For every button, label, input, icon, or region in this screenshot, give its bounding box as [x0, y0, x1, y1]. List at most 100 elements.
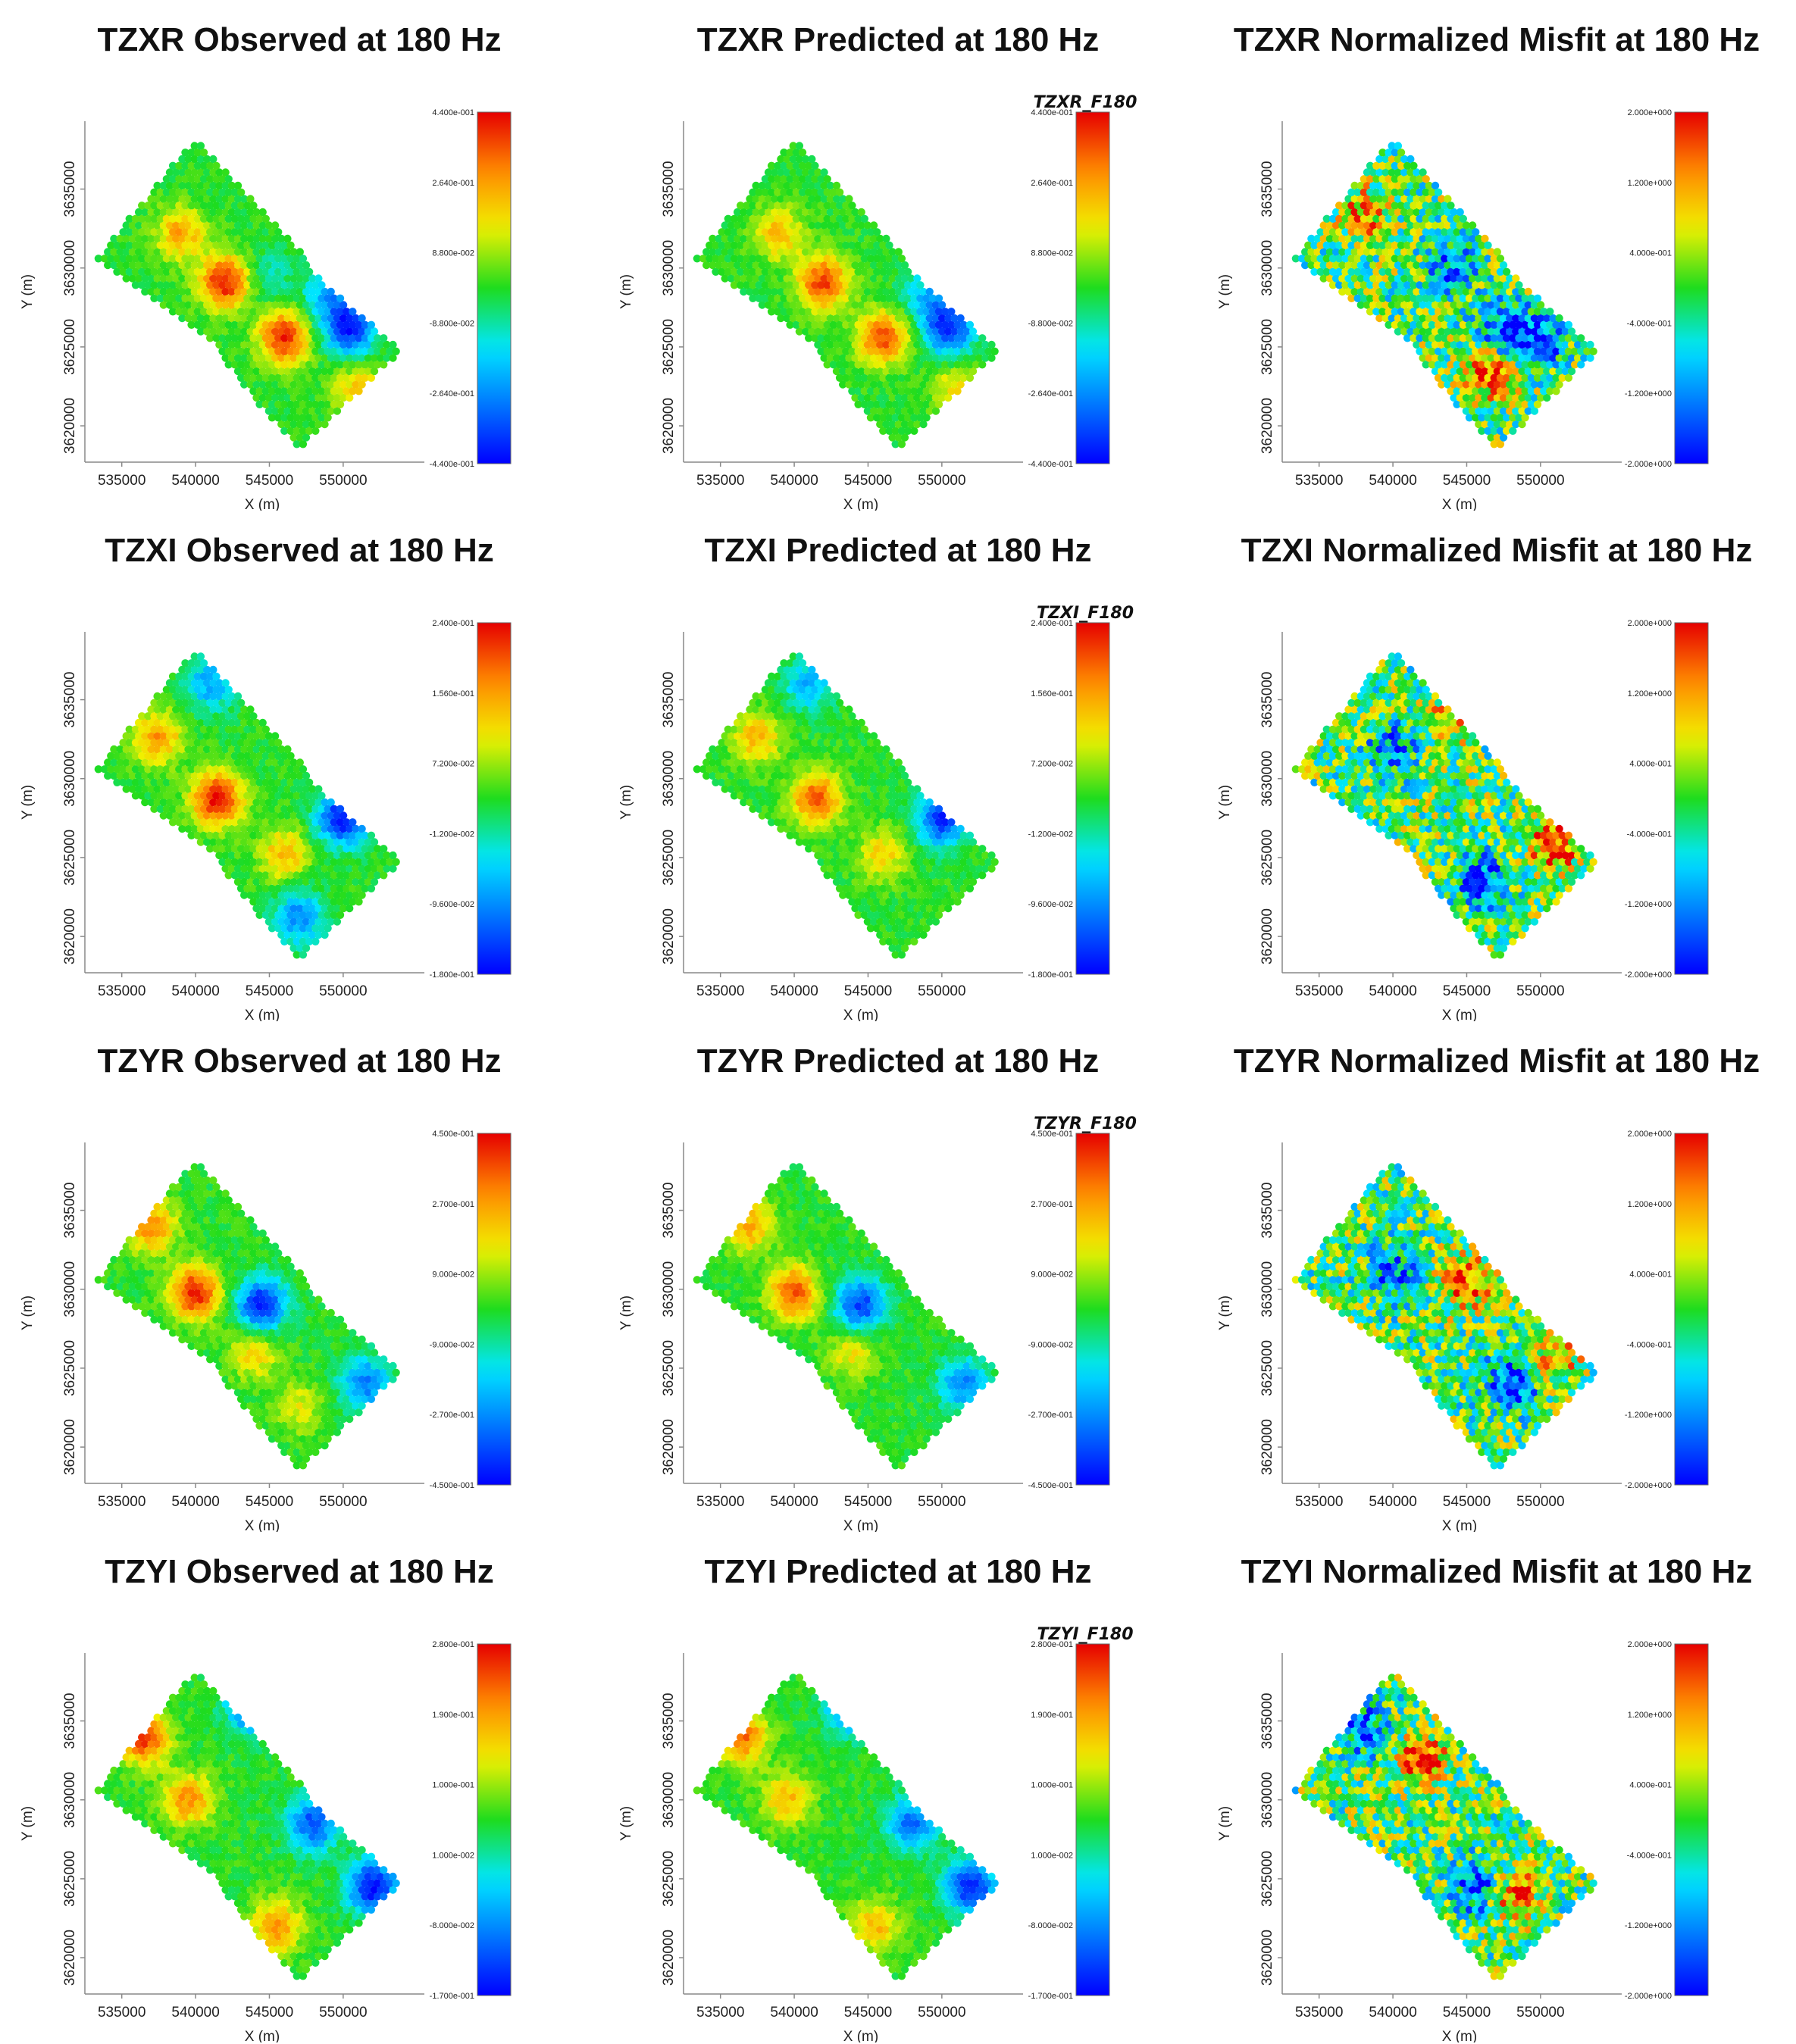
station-point — [749, 752, 757, 760]
station-point — [240, 824, 249, 833]
station-point — [206, 765, 214, 774]
station-point — [1391, 241, 1399, 249]
station-point — [937, 301, 946, 309]
station-point — [215, 838, 224, 846]
station-point — [789, 718, 797, 727]
station-point — [823, 752, 831, 760]
station-point — [389, 851, 397, 860]
station-point — [1456, 380, 1464, 389]
station-point — [299, 778, 308, 786]
station-point — [168, 228, 177, 236]
station-point — [786, 778, 794, 786]
station-point — [928, 898, 937, 906]
chart-title: TZXI Predicted at 180 Hz — [704, 532, 1092, 569]
station-point — [212, 161, 221, 170]
station-point — [324, 884, 332, 892]
station-point — [122, 745, 130, 754]
station-point — [165, 705, 174, 714]
station-point — [801, 718, 810, 727]
station-point — [894, 851, 903, 860]
station-point — [764, 811, 773, 820]
station-point — [289, 407, 298, 415]
station-point — [730, 752, 739, 760]
station-point — [774, 241, 782, 249]
station-point — [141, 718, 149, 727]
station-point — [206, 267, 214, 276]
station-point — [1558, 373, 1566, 382]
station-point — [128, 261, 137, 270]
station-point — [330, 911, 338, 919]
station-point — [730, 255, 739, 263]
station-point — [733, 745, 742, 754]
station-point — [336, 818, 345, 827]
station-point — [931, 851, 940, 860]
station-point — [950, 327, 959, 336]
station-point — [1567, 340, 1576, 349]
station-point — [805, 831, 813, 839]
station-point — [1394, 168, 1403, 177]
station-point — [243, 871, 252, 880]
station-point — [172, 745, 180, 754]
station-point — [193, 739, 202, 747]
station-point — [808, 745, 816, 754]
station-point — [730, 765, 739, 774]
station-point — [299, 400, 308, 408]
station-point — [349, 871, 357, 880]
station-point — [138, 739, 146, 747]
x-tick-label: 540000 — [171, 983, 219, 999]
station-point — [209, 208, 217, 217]
station-point — [907, 354, 915, 362]
station-point — [780, 725, 788, 733]
station-point — [339, 811, 348, 820]
station-point — [299, 924, 308, 933]
station-point — [941, 308, 950, 316]
station-point — [1475, 274, 1483, 283]
station-point — [181, 712, 189, 720]
station-point — [835, 214, 844, 223]
station-point — [1521, 347, 1529, 355]
station-point — [280, 778, 289, 786]
station-point — [153, 221, 161, 230]
station-point — [1499, 314, 1508, 323]
station-point — [758, 785, 766, 793]
station-point — [879, 752, 887, 760]
station-point — [755, 267, 763, 276]
station-point — [1381, 248, 1390, 256]
station-point — [894, 771, 903, 780]
station-point — [907, 917, 915, 926]
station-point — [165, 195, 174, 203]
station-point — [965, 871, 975, 880]
station-point — [839, 287, 847, 296]
station-point — [934, 308, 943, 316]
station-point — [811, 320, 819, 329]
station-point — [869, 904, 878, 913]
station-point — [1450, 248, 1458, 256]
station-point — [336, 831, 345, 839]
station-point — [1369, 301, 1378, 309]
station-point — [916, 805, 925, 813]
station-point — [1524, 380, 1532, 389]
station-point — [181, 778, 189, 786]
station-point — [882, 367, 890, 376]
station-point — [795, 314, 804, 323]
station-point — [122, 732, 130, 740]
station-point — [737, 712, 745, 720]
station-point — [777, 248, 785, 256]
station-point — [206, 818, 214, 827]
station-point — [104, 758, 112, 767]
station-point — [1496, 387, 1505, 395]
station-point — [156, 202, 164, 210]
station-point — [221, 824, 230, 833]
station-point — [246, 811, 255, 820]
station-point — [1385, 255, 1393, 263]
station-point — [823, 308, 831, 316]
station-point — [953, 347, 962, 355]
station-point — [233, 301, 242, 309]
station-point — [230, 871, 239, 880]
station-point — [311, 858, 320, 866]
station-point — [321, 904, 329, 913]
station-point — [1546, 361, 1554, 369]
station-point — [1524, 301, 1532, 309]
station-point — [311, 427, 320, 435]
station-point — [268, 845, 277, 853]
